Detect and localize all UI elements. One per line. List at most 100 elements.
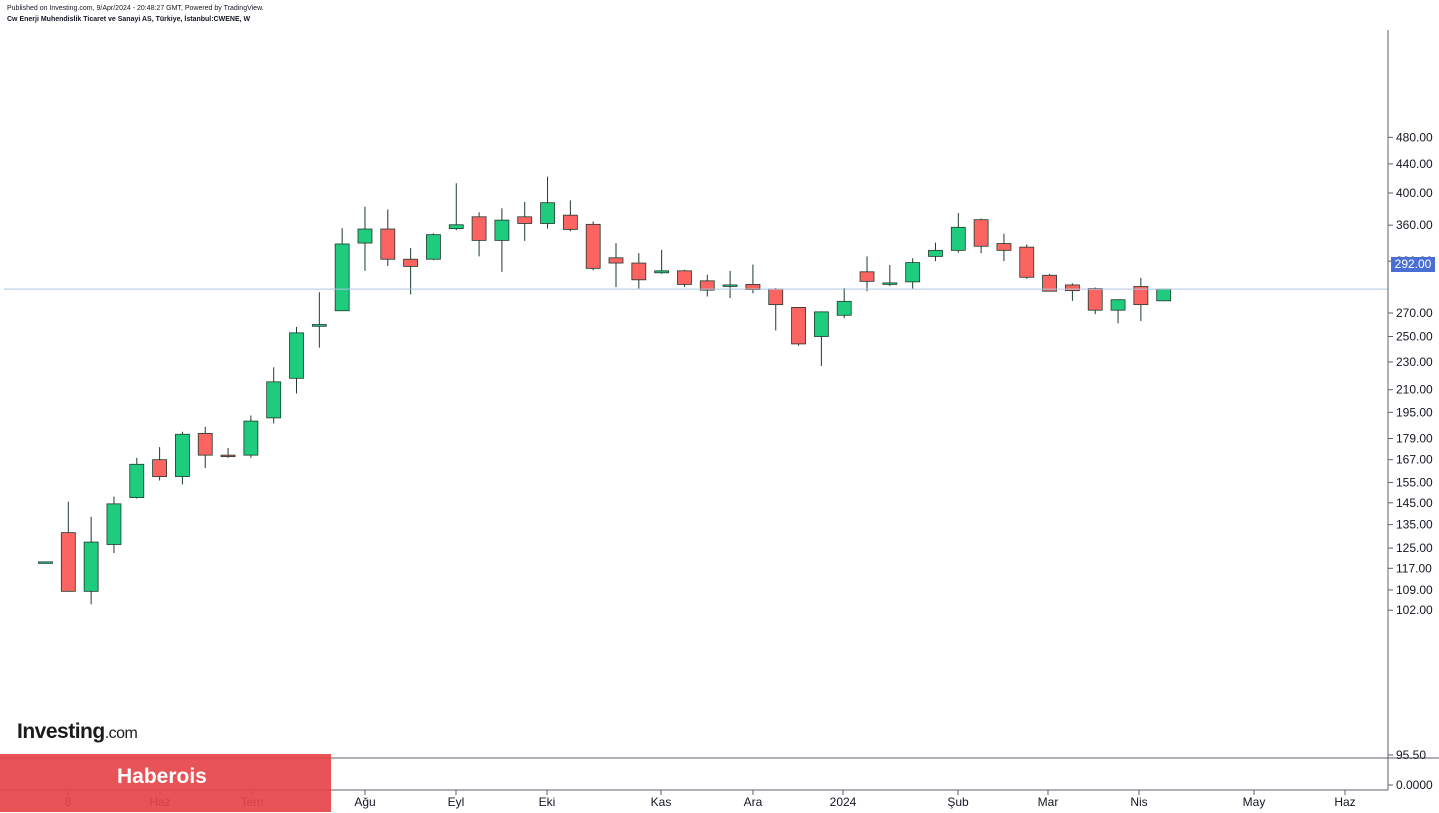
candle[interactable] xyxy=(768,288,784,331)
candle[interactable] xyxy=(562,200,578,232)
candle[interactable] xyxy=(266,367,282,424)
candle[interactable] xyxy=(175,431,190,485)
candle[interactable] xyxy=(83,516,99,605)
x-tick-label: Mar xyxy=(1038,795,1059,809)
candle[interactable] xyxy=(311,292,327,348)
y-tick-label: 250.00 xyxy=(1396,329,1433,343)
y-tick-label: 210.00 xyxy=(1396,383,1433,397)
y-tick-label: 230.00 xyxy=(1396,355,1433,369)
candle[interactable] xyxy=(973,218,989,254)
investing-logo: Investing.com xyxy=(17,720,138,744)
candle-body xyxy=(973,219,989,247)
candle[interactable] xyxy=(403,248,419,295)
banner-text: Haberois xyxy=(117,765,207,788)
candle[interactable] xyxy=(1019,244,1035,279)
candle[interactable] xyxy=(585,221,601,271)
candle[interactable] xyxy=(243,415,259,458)
y-tick-label: 179.00 xyxy=(1396,431,1433,445)
candle[interactable] xyxy=(1110,299,1126,324)
candle-body xyxy=(1019,246,1035,278)
x-tick-label: Ara xyxy=(744,795,763,809)
candle[interactable] xyxy=(380,209,396,266)
watermark-banner: Haberois xyxy=(0,754,331,812)
candle[interactable] xyxy=(905,258,921,289)
symbol-caption: Cw Enerji Muhendislik Ticaret ve Sanayi … xyxy=(7,16,251,23)
candle[interactable] xyxy=(654,249,670,274)
candle-body xyxy=(1156,288,1172,302)
candle[interactable] xyxy=(699,274,715,297)
x-tick-label: Eki xyxy=(539,795,556,809)
candle-body xyxy=(471,216,487,241)
candle[interactable] xyxy=(517,201,533,241)
candle[interactable] xyxy=(813,311,829,366)
candle[interactable] xyxy=(859,256,875,292)
candle[interactable] xyxy=(791,306,806,346)
candle[interactable] xyxy=(448,183,464,231)
candle[interactable] xyxy=(152,447,168,481)
candle-body xyxy=(768,288,784,306)
candle[interactable] xyxy=(1042,273,1057,292)
x-tick-label: Nis xyxy=(1130,795,1147,809)
candle[interactable] xyxy=(608,243,624,288)
x-tick-label: 2024 xyxy=(830,795,857,809)
candle[interactable] xyxy=(1087,287,1103,315)
candle[interactable] xyxy=(631,253,647,289)
candle[interactable] xyxy=(426,233,441,261)
candle[interactable] xyxy=(1065,283,1080,301)
candle[interactable] xyxy=(357,206,373,271)
candle-body xyxy=(677,270,692,285)
candle-body xyxy=(38,561,53,564)
y-tick-label: 360.00 xyxy=(1396,218,1433,232)
y-tick-label: 195.00 xyxy=(1396,405,1433,419)
x-tick-label: Ağu xyxy=(354,795,375,809)
candle-body xyxy=(950,226,966,251)
candle[interactable] xyxy=(471,212,487,257)
y-tick-label: 440.00 xyxy=(1396,157,1433,171)
y-tick-label: 117.00 xyxy=(1396,561,1432,575)
candle[interactable] xyxy=(106,496,122,554)
candle-body xyxy=(836,300,852,316)
candle[interactable] xyxy=(220,448,236,458)
candle-body xyxy=(517,216,533,224)
candle[interactable] xyxy=(882,264,898,286)
y-tick-label: 135.00 xyxy=(1396,518,1433,532)
candle[interactable] xyxy=(334,228,350,312)
candle-body xyxy=(311,324,327,327)
candle[interactable] xyxy=(289,326,304,394)
candle-body xyxy=(220,454,236,458)
y-tick-label: 145.00 xyxy=(1396,496,1433,510)
candle[interactable] xyxy=(996,233,1012,262)
candle[interactable] xyxy=(745,264,761,294)
candle[interactable] xyxy=(1156,288,1172,302)
candle[interactable] xyxy=(38,561,53,564)
candle-body xyxy=(175,433,190,477)
candle[interactable] xyxy=(197,426,213,469)
candle[interactable] xyxy=(677,269,692,288)
candle-body xyxy=(699,280,715,291)
candle-body xyxy=(83,541,99,592)
candle[interactable] xyxy=(950,213,966,253)
candle[interactable] xyxy=(129,457,145,499)
candle[interactable] xyxy=(540,176,555,229)
candle[interactable] xyxy=(494,208,510,272)
y-tick-label: 270.00 xyxy=(1396,306,1433,320)
candle-body xyxy=(152,459,168,477)
y-tick-label: 95.50 xyxy=(1396,748,1426,762)
y-tick-label: 109.00 xyxy=(1396,583,1433,597)
x-tick-label: Şub xyxy=(947,795,969,809)
candle[interactable] xyxy=(928,242,943,262)
candles-layer xyxy=(38,176,1172,605)
candle[interactable] xyxy=(836,288,852,319)
candle[interactable] xyxy=(60,501,76,592)
logo-main: Investing xyxy=(17,720,105,743)
candle-body xyxy=(540,202,555,224)
candle-body xyxy=(813,311,829,337)
candle-body xyxy=(494,219,510,241)
candle-body xyxy=(1087,288,1103,311)
candle[interactable] xyxy=(1133,277,1149,322)
candle[interactable] xyxy=(722,270,738,299)
y-axis[interactable]: 480.00440.00400.00360.00320.00270.00250.… xyxy=(1388,130,1433,792)
y-tick-label: 400.00 xyxy=(1396,186,1433,200)
x-tick-label: Kas xyxy=(651,795,672,809)
